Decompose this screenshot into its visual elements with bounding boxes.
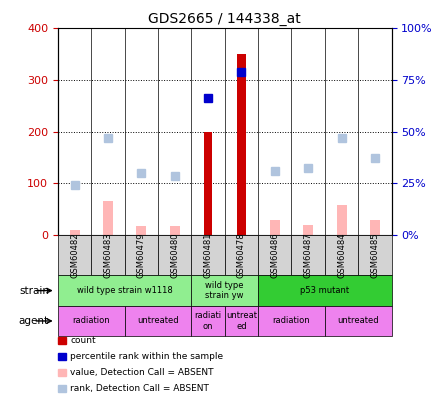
Bar <box>136 226 146 235</box>
Text: GSM60480: GSM60480 <box>170 232 179 278</box>
Text: value, Detection Call = ABSENT: value, Detection Call = ABSENT <box>70 368 214 377</box>
Bar <box>325 28 358 235</box>
Text: GSM60485: GSM60485 <box>370 232 380 278</box>
Text: untreated: untreated <box>337 316 379 326</box>
Text: GSM60484: GSM60484 <box>337 232 346 278</box>
Text: GSM60487: GSM60487 <box>303 232 313 278</box>
Bar <box>358 28 392 235</box>
Bar <box>237 54 246 235</box>
Bar <box>170 226 180 235</box>
Bar <box>103 201 113 235</box>
Text: radiation: radiation <box>273 316 310 326</box>
Bar <box>225 28 258 235</box>
Bar <box>291 28 325 235</box>
Bar <box>303 224 313 235</box>
Text: agent: agent <box>19 316 49 326</box>
Text: wild type strain w1118: wild type strain w1118 <box>77 286 173 295</box>
Text: GSM60478: GSM60478 <box>237 232 246 278</box>
Text: GSM60481: GSM60481 <box>203 232 213 278</box>
Bar <box>370 220 380 235</box>
Bar <box>191 28 225 235</box>
Text: radiati
on: radiati on <box>194 311 222 330</box>
Bar <box>204 132 212 235</box>
Bar <box>270 220 280 235</box>
Text: p53 mutant: p53 mutant <box>300 286 349 295</box>
Bar <box>91 28 125 235</box>
Text: wild type
strain yw: wild type strain yw <box>206 281 244 300</box>
Text: GSM60479: GSM60479 <box>137 232 146 278</box>
Bar <box>58 28 91 235</box>
Bar <box>158 28 191 235</box>
Text: radiation: radiation <box>73 316 110 326</box>
Text: percentile rank within the sample: percentile rank within the sample <box>70 352 223 361</box>
Text: rank, Detection Call = ABSENT: rank, Detection Call = ABSENT <box>70 384 209 393</box>
Bar <box>69 230 80 235</box>
Text: GSM60483: GSM60483 <box>103 232 113 278</box>
Title: GDS2665 / 144338_at: GDS2665 / 144338_at <box>148 12 301 26</box>
Bar <box>258 28 291 235</box>
Bar <box>125 28 158 235</box>
Bar <box>336 205 347 235</box>
Text: untreat
ed: untreat ed <box>226 311 257 330</box>
Text: GSM60482: GSM60482 <box>70 232 79 278</box>
Text: untreated: untreated <box>137 316 179 326</box>
Text: GSM60486: GSM60486 <box>270 232 279 278</box>
Text: count: count <box>70 336 96 345</box>
Text: strain: strain <box>19 286 49 296</box>
